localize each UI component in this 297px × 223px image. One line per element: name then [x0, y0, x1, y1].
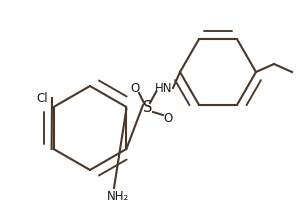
Text: NH₂: NH₂ [107, 190, 129, 202]
Text: S: S [143, 101, 153, 116]
Text: HN: HN [155, 81, 173, 95]
Text: O: O [163, 112, 173, 124]
Text: O: O [130, 81, 140, 95]
Text: Cl: Cl [36, 91, 48, 105]
